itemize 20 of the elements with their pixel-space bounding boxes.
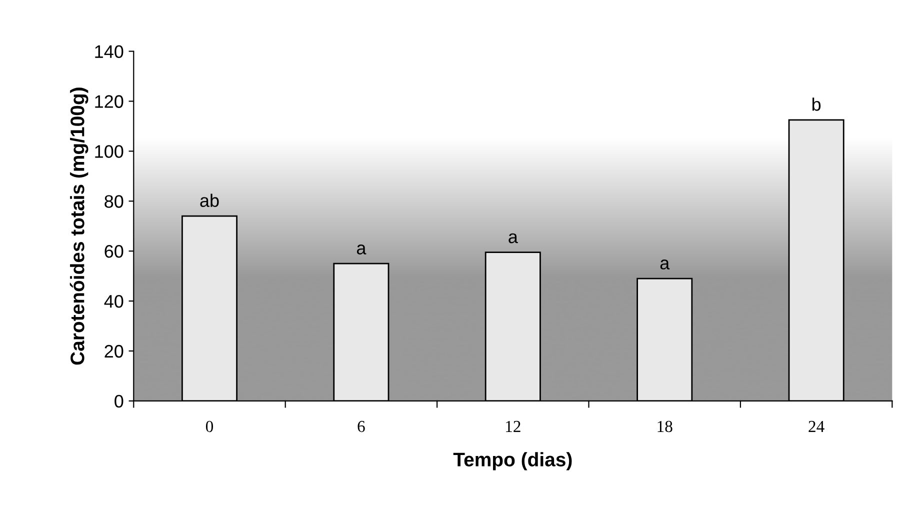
- y-tick-label: 60: [104, 245, 124, 258]
- annotation: ab: [200, 194, 219, 207]
- annotation: a: [508, 233, 518, 244]
- y-tick-label: 120: [95, 95, 124, 108]
- y-tick-label: 0: [114, 394, 124, 408]
- y-axis-title: Carotenóides totais (mg/100g): [70, 88, 88, 365]
- y-tick-label: 140: [95, 45, 124, 58]
- annotation: a: [356, 244, 366, 254]
- x-tick-label: 0: [206, 420, 214, 432]
- x-tick-label: 6: [358, 420, 365, 432]
- annotation: b: [812, 98, 821, 111]
- x-tick-label: 24: [808, 420, 824, 432]
- x-tick-label: 12: [506, 420, 520, 432]
- x-tick-label: 18: [658, 420, 672, 432]
- x-axis-title: Tempo (dias): [453, 452, 572, 470]
- y-tick-label: 40: [104, 294, 124, 308]
- y-tick-label: 20: [104, 344, 124, 358]
- y-tick-label: 80: [104, 195, 124, 208]
- y-tick-label: 100: [95, 145, 124, 158]
- annotation: a: [660, 260, 670, 270]
